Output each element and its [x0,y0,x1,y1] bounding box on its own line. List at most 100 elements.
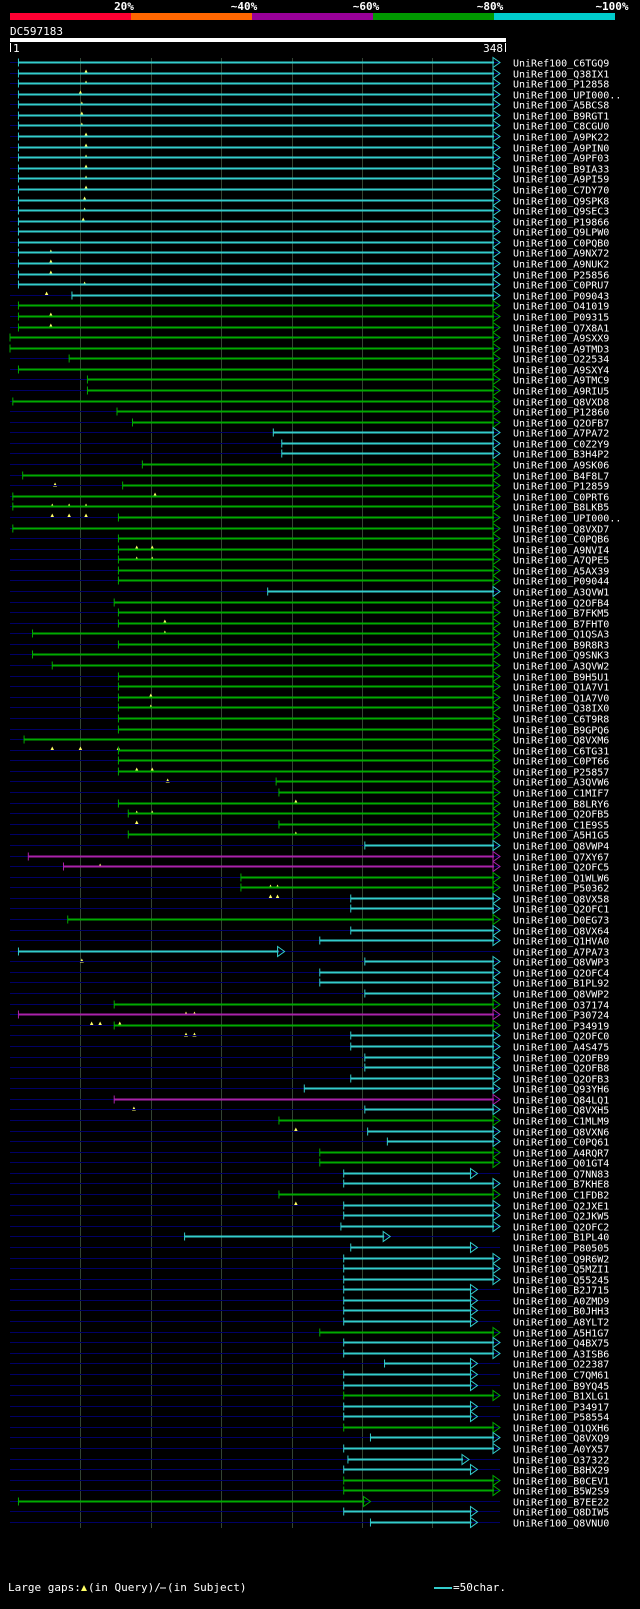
hit-arrow-icon [492,1262,501,1275]
hit-arrow-icon [492,818,501,831]
hit-name: UniRef100_Q8VNU0 [513,1519,609,1530]
hit-name: UniRef100_A9TMD3 [513,345,609,356]
hit-name: UniRef100_B7KHE8 [513,1180,609,1191]
hit-name: UniRef100_Q8VWP4 [513,842,609,853]
hit-arrow-icon [469,1241,479,1254]
hit-name: UniRef100_O41019 [513,302,609,313]
hit-name: UniRef100_Q9SNK3 [513,651,609,662]
hit-name: UniRef100_P09044 [513,577,609,588]
hit-arrow-icon [492,77,501,90]
hit-name: UniRef100_A5H1G7 [513,1329,609,1340]
hit-name: UniRef100_Q9R6W2 [513,1255,609,1266]
hit-row: UniRef100_Q2OFB7 [10,416,609,430]
hit-arrow-icon [492,352,501,365]
hit-arrow-icon [492,1103,501,1116]
hit-name: UniRef100_P25857 [513,768,609,779]
hit-arrow-icon [492,638,501,651]
hit-name: UniRef100_O22387 [513,1360,609,1371]
hit-arrow-icon [492,1125,501,1138]
hit-arrow-icon [492,924,501,937]
hit-name: UniRef100_Q8VXD7 [513,525,609,536]
hit-row: UniRef100_P34917 [10,1400,609,1414]
hit-name: UniRef100_Q8DIW5 [513,1508,609,1519]
hit-row: UniRef100_Q2OFB4 [10,596,609,610]
hit-row: UniRef100_Q1HVA0 [10,934,609,948]
hit-arrow-icon [492,913,501,926]
hit-row: UniRef100_Q1QSA3 [10,627,609,641]
hit-name: UniRef100_Q9LPW0 [513,228,609,239]
hit-row: UniRef100_Q2OFB9 [10,1051,609,1065]
hit-name: UniRef100_Q2OFB5 [513,810,609,821]
hit-arrow-icon [492,1273,501,1286]
hit-name: UniRef100_B8LKB5 [513,503,609,514]
hit-row: UniRef100_P19866 [10,215,609,229]
hit-arrow-icon [492,765,501,778]
hit-name: UniRef100_P58554 [513,1413,609,1424]
hit-name: UniRef100_A7PA73 [513,948,609,959]
hit-name: UniRef100_C0PQB6 [513,535,609,546]
gap-marker-icon [89,1021,94,1026]
hit-row: UniRef100_Q7NN83 [10,1167,609,1181]
hit-arrow-icon [469,1304,479,1317]
hit-row: UniRef100_Q2OFB5 [10,807,609,825]
hit-row: UniRef100_B9IA33 [10,162,609,180]
hit-arrow-icon [492,786,501,799]
hit-arrow-icon [492,56,501,69]
hit-name: UniRef100_Q9SPK8 [513,197,609,208]
hit-row: UniRef100_Q38IX0 [10,701,609,715]
hit-row: UniRef100_Q8DIW5 [10,1505,609,1519]
hit-row: UniRef100_Q8VXD8 [10,395,609,409]
footer: Large gaps: (in Query)/ (in Subject) =50… [8,1581,506,1594]
hit-name: UniRef100_C7QM61 [513,1371,609,1382]
hit-arrow-icon [469,1379,479,1392]
hit-row: UniRef100_Q4BX75 [10,1336,609,1350]
hit-arrow-icon [492,289,501,302]
hit-name: UniRef100_C0Z2Y9 [513,440,609,451]
hit-name: UniRef100_C0PQB0 [513,239,609,250]
hit-arrow-icon [492,183,501,196]
hit-row: UniRef100_P25856 [10,268,609,286]
hit-row: UniRef100_Q2JKW5 [10,1209,609,1223]
hit-arrow-icon [492,574,501,587]
hit-arrow-icon [492,807,501,820]
hit-row: UniRef100_A3QVW1 [10,585,609,599]
legend-label-80: ~80% [477,0,504,13]
hit-name: UniRef100_Q2OFC4 [513,969,609,980]
hit-arrow-icon [492,1156,501,1169]
hit-arrow-icon [492,966,501,979]
hit-row: UniRef100_B8HX29 [10,1463,609,1477]
hit-name: UniRef100_A9PI59 [513,175,609,186]
hit-row: UniRef100_D0EG73 [10,913,609,927]
hit-arrow-icon [492,881,501,894]
hit-row: UniRef100_A9SXX9 [9,331,609,345]
hit-arrow-icon [492,797,501,810]
hit-name: UniRef100_A5AX39 [513,567,609,578]
hit-row: UniRef100_Q2OFC4 [10,966,609,980]
hit-name: UniRef100_P12860 [513,408,609,419]
gaps-subject-label: (in Subject) [167,1581,246,1594]
hit-arrow-icon [469,1463,479,1476]
hit-arrow-icon [492,1061,501,1074]
hit-name: UniRef100_C0PRU7 [513,281,609,292]
hit-name: UniRef100_Q4BX75 [513,1339,609,1350]
hit-arrow-icon [492,585,501,598]
hit-row: UniRef100_A5H1G5 [10,828,609,842]
hit-name: UniRef100_A5H1G5 [513,831,609,842]
hit-arrow-icon [461,1453,470,1466]
hit-row: UniRef100_Q55245 [10,1273,609,1287]
hit-row: UniRef100_Q1QXH6 [10,1421,609,1435]
hit-row: UniRef100_A5BCS8 [10,98,609,116]
hit-arrow-icon [469,1400,479,1413]
hit-name: UniRef100_Q1A7V0 [513,694,609,705]
hit-row: UniRef100_P12860 [10,405,609,419]
hit-arrow-icon [492,1177,501,1190]
hit-arrow-icon [492,1114,501,1127]
hit-row: UniRef100_Q9SNK3 [10,648,609,662]
hit-row: UniRef100_C1E9S5 [10,818,609,836]
hit-name: UniRef100_P30724 [513,1011,609,1022]
hit-arrow-icon [492,1072,501,1085]
hit-row: UniRef100_P09044 [10,574,609,588]
hit-name: UniRef100_Q2JXE1 [513,1202,609,1213]
hit-row: UniRef100_B0CEV1 [10,1474,609,1488]
hit-row: UniRef100_Q8VNU0 [10,1516,609,1530]
